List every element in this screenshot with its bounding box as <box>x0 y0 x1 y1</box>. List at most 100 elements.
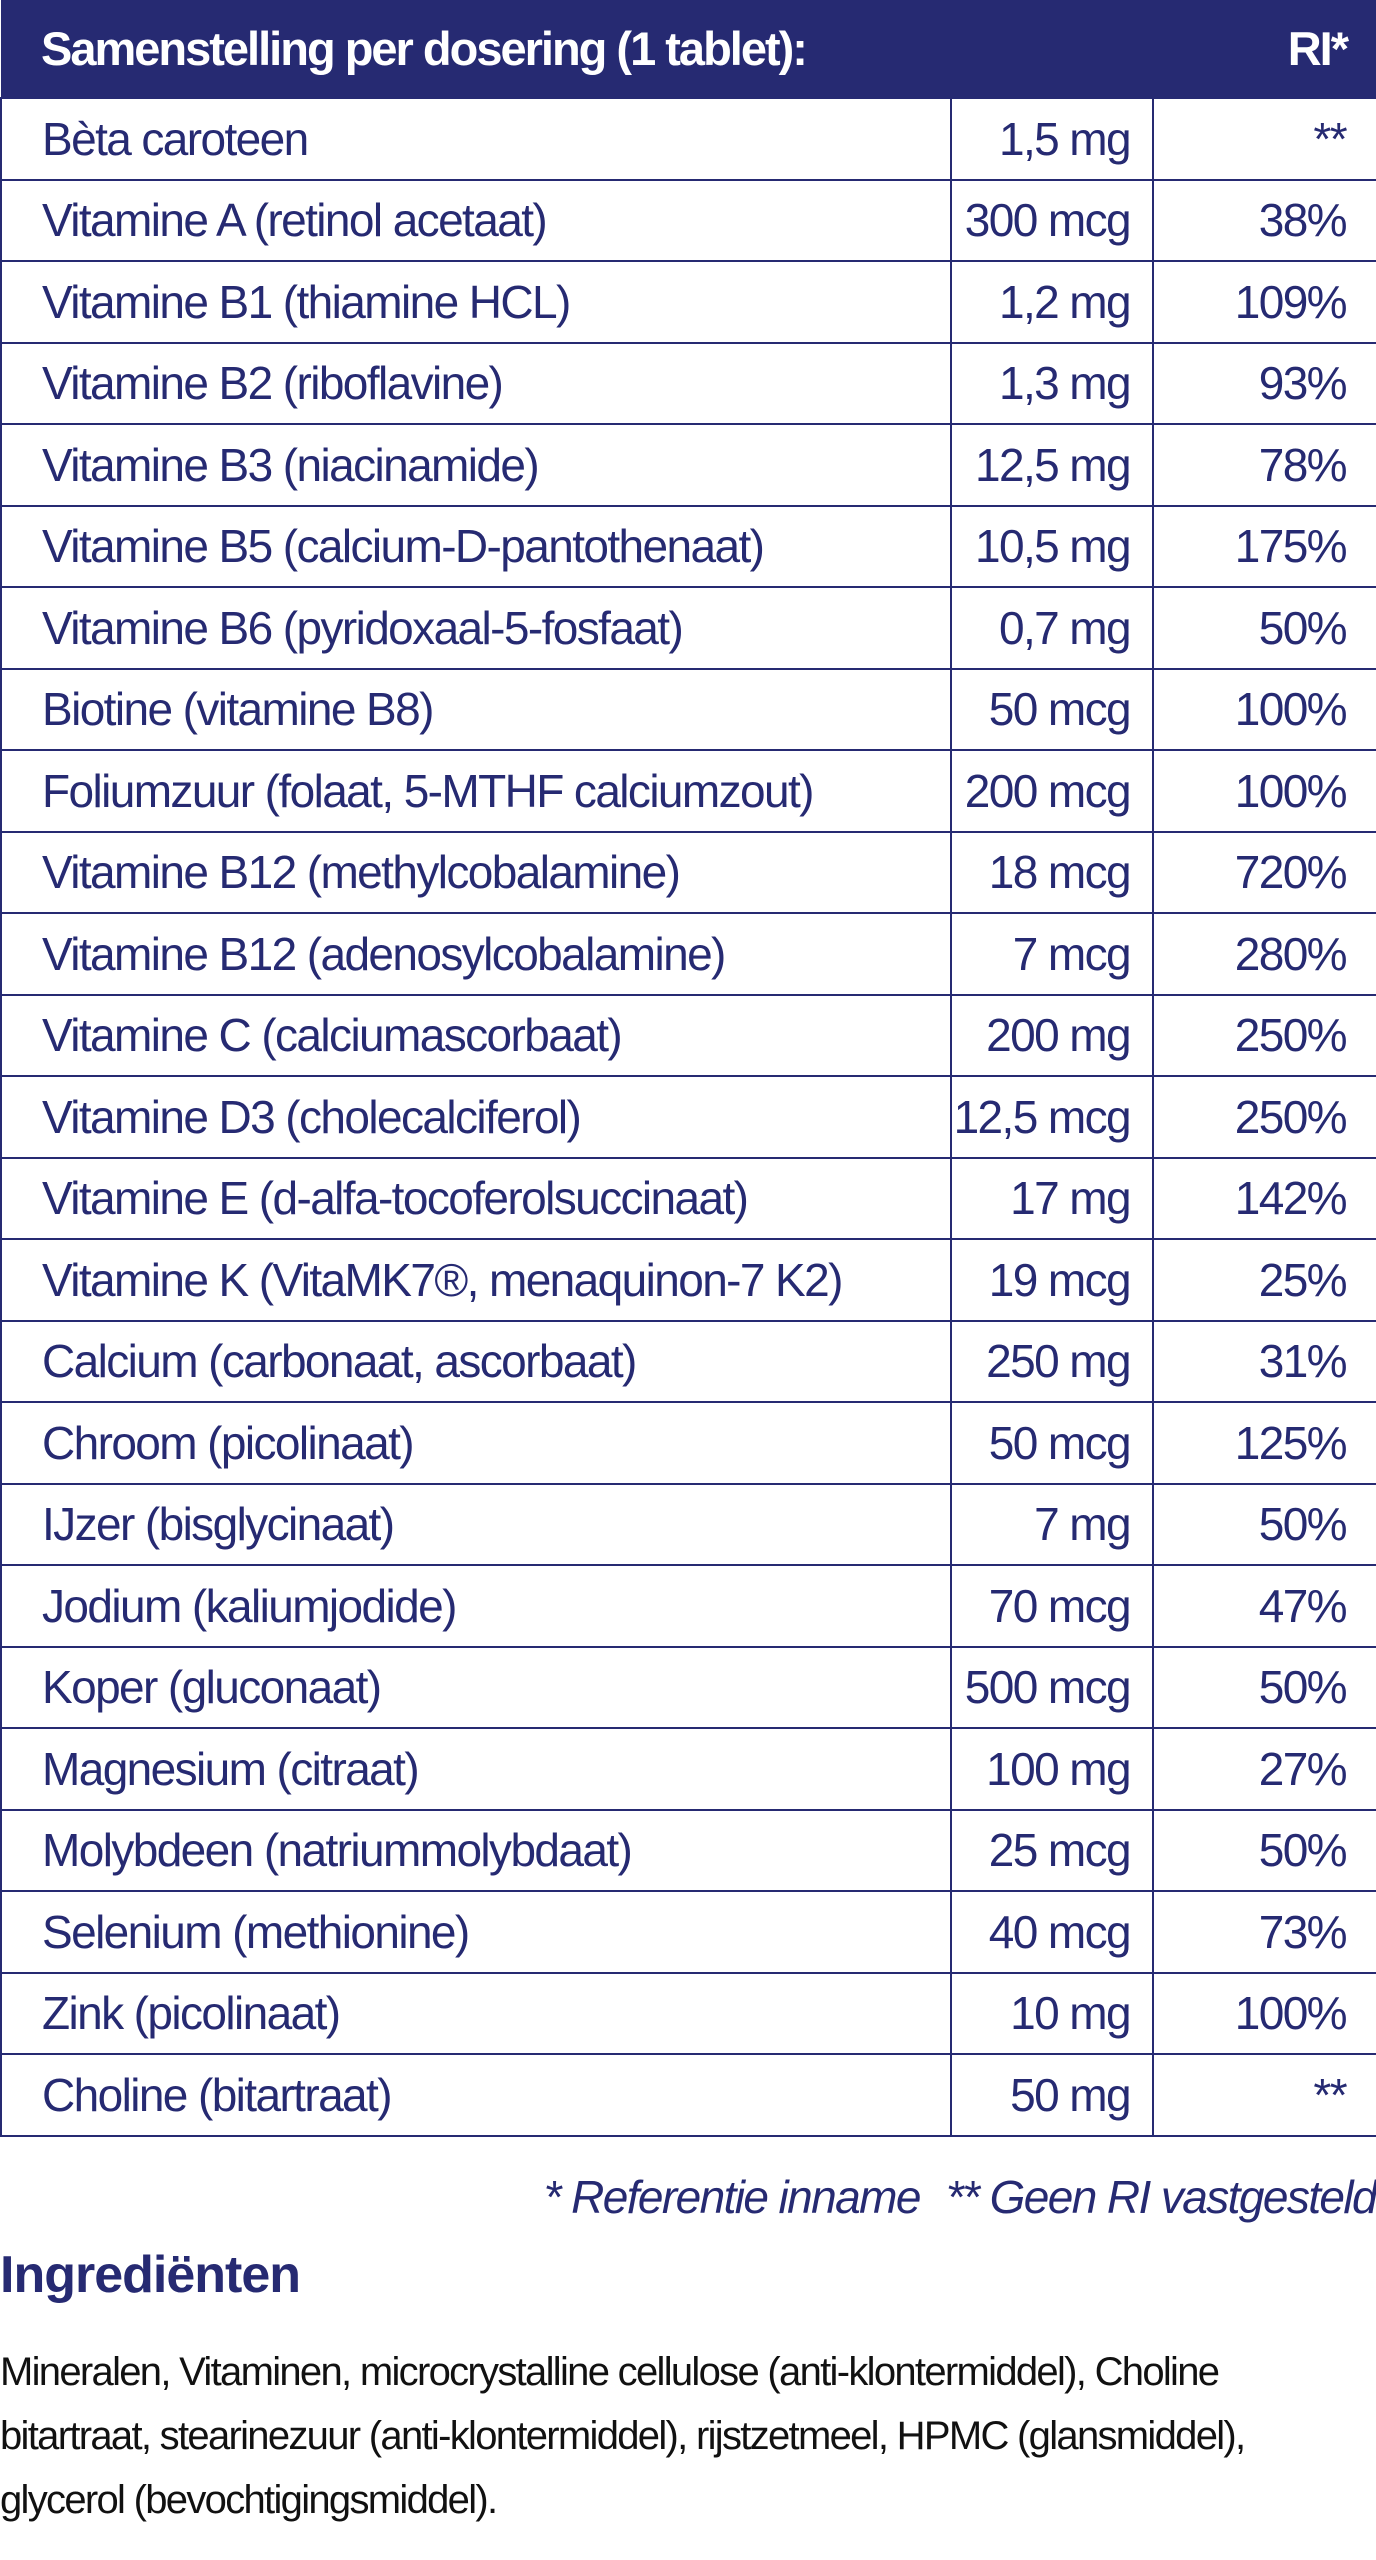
table-row: Vitamine B6 (pyridoxaal-5-fosfaat) 0,7 mg… <box>0 586 1376 670</box>
nutrient-ri: 100% <box>1152 1971 1376 2055</box>
table-row: Vitamine D3 (cholecalciferol) 12,5 mcg 250… <box>0 1075 1376 1159</box>
nutrient-amount: 50 mcg <box>950 1401 1154 1485</box>
nutrient-ri: 50% <box>1152 586 1376 670</box>
table-row: Molybdeen (natriummolybdaat) 25 mcg 50% <box>0 1808 1376 1892</box>
nutrient-amount: 300 mcg <box>950 178 1154 262</box>
nutrient-ri: 280% <box>1152 912 1376 996</box>
nutrient-ri: ** <box>1152 2053 1376 2137</box>
nutrient-name: Vitamine E (d-alfa-tocoferolsuccinaat) <box>0 1156 952 1240</box>
nutrient-name: Biotine (vitamine B8) <box>0 667 952 751</box>
nutrient-name: Bèta caroteen <box>0 97 952 181</box>
table-row: IJzer (bisglycinaat) 7 mg 50% <box>0 1482 1376 1566</box>
nutrient-amount: 50 mcg <box>950 667 1154 751</box>
table-row: Selenium (methionine) 40 mcg 73% <box>0 1890 1376 1974</box>
nutrient-ri: 50% <box>1152 1808 1376 1892</box>
nutrient-ri: 109% <box>1152 260 1376 344</box>
nutrient-amount: 100 mg <box>950 1727 1154 1811</box>
nutrient-ri: 25% <box>1152 1238 1376 1322</box>
ingredients-text: Mineralen, Vitaminen, microcrystalline c… <box>0 2350 1246 2522</box>
table-row: Vitamine K (VitaMK7®, menaquinon-7 K2) 19… <box>0 1238 1376 1322</box>
nutrient-amount: 40 mcg <box>950 1890 1154 1974</box>
nutrient-ri: 100% <box>1152 667 1376 751</box>
nutrient-amount: 12,5 mg <box>950 423 1154 507</box>
table-row: Biotine (vitamine B8) 50 mcg 100% <box>0 667 1376 751</box>
table-row: Jodium (kaliumjodide) 70 mcg 47% <box>0 1564 1376 1648</box>
table-row: Calcium (carbonaat, ascorbaat) 250 mg 31% <box>0 1319 1376 1403</box>
nutrient-amount: 1,3 mg <box>950 341 1154 425</box>
nutrient-amount: 0,7 mg <box>950 586 1154 670</box>
nutrient-ri: ** <box>1152 97 1376 181</box>
table-row: Bèta caroteen 1,5 mg ** <box>0 97 1376 181</box>
table-row: Foliumzuur (folaat, 5-MTHF calciumzout) 2… <box>0 749 1376 833</box>
table-row: Vitamine A (retinol acetaat) 300 mcg 38% <box>0 178 1376 262</box>
nutrient-ri: 38% <box>1152 178 1376 262</box>
footnote-ri: * Referentie inname <box>543 2171 922 2223</box>
nutrient-amount: 7 mg <box>950 1482 1154 1566</box>
table-row: Vitamine B1 (thiamine HCL) 1,2 mg 109% <box>0 260 1376 344</box>
nutrient-amount: 250 mg <box>950 1319 1154 1403</box>
nutrient-amount: 1,5 mg <box>950 97 1154 181</box>
nutrient-name: Vitamine B12 (methylcobalamine) <box>0 830 952 914</box>
nutrient-name: Vitamine B6 (pyridoxaal-5-fosfaat) <box>0 586 952 670</box>
table-row: Chroom (picolinaat) 50 mcg 125% <box>0 1401 1376 1485</box>
nutrient-name: Calcium (carbonaat, ascorbaat) <box>0 1319 952 1403</box>
nutrient-amount: 18 mcg <box>950 830 1154 914</box>
nutrient-amount: 70 mcg <box>950 1564 1154 1648</box>
nutrient-name: Chroom (picolinaat) <box>0 1401 952 1485</box>
nutrient-ri: 73% <box>1152 1890 1376 1974</box>
nutrient-name: Foliumzuur (folaat, 5-MTHF calciumzout) <box>0 749 952 833</box>
nutrient-amount: 500 mcg <box>950 1645 1154 1729</box>
table-row: Vitamine E (d-alfa-tocoferolsuccinaat) 17… <box>0 1156 1376 1240</box>
nutrient-ri: 175% <box>1152 504 1376 588</box>
nutrient-amount: 10 mg <box>950 1971 1154 2055</box>
nutrient-amount: 1,2 mg <box>950 260 1154 344</box>
table-row: Vitamine B5 (calcium-D-pantothenaat) 10,5… <box>0 504 1376 588</box>
table-row: Choline (bitartraat) 50 mg ** <box>0 2053 1376 2137</box>
nutrient-ri: 720% <box>1152 830 1376 914</box>
nutrient-amount: 12,5 mcg <box>950 1075 1154 1159</box>
composition-table: Samenstelling per dosering (1 tablet): R… <box>0 0 1376 2137</box>
table-row: Vitamine B2 (riboflavine) 1,3 mg 93% <box>0 341 1376 425</box>
nutrient-amount: 19 mcg <box>950 1238 1154 1322</box>
nutrient-ri: 47% <box>1152 1564 1376 1648</box>
table-header: Samenstelling per dosering (1 tablet): R… <box>1 0 1376 98</box>
nutrient-ri: 27% <box>1152 1727 1376 1811</box>
nutrient-amount: 17 mg <box>950 1156 1154 1240</box>
table-row: Vitamine B3 (niacinamide) 12,5 mg 78% <box>0 423 1376 507</box>
nutrient-name: Molybdeen (natriummolybdaat) <box>0 1808 952 1892</box>
header-ri: RI* <box>1287 22 1349 75</box>
nutrient-name: Vitamine B2 (riboflavine) <box>0 341 952 425</box>
nutrient-ri: 250% <box>1152 993 1376 1077</box>
nutrient-name: Vitamine D3 (cholecalciferol) <box>0 1075 952 1159</box>
nutrient-name: Vitamine A (retinol acetaat) <box>0 178 952 262</box>
nutrient-amount: 25 mcg <box>950 1808 1154 1892</box>
nutrient-name: Vitamine B12 (adenosylcobalamine) <box>0 912 952 996</box>
nutrient-name: Vitamine C (calciumascorbaat) <box>0 993 952 1077</box>
nutrient-ri: 50% <box>1152 1482 1376 1566</box>
nutrient-ri: 125% <box>1152 1401 1376 1485</box>
nutrient-amount: 10,5 mg <box>950 504 1154 588</box>
table-row: Magnesium (citraat) 100 mg 27% <box>0 1727 1376 1811</box>
nutrient-name: Jodium (kaliumjodide) <box>0 1564 952 1648</box>
nutrient-ri: 50% <box>1152 1645 1376 1729</box>
nutrient-amount: 200 mg <box>950 993 1154 1077</box>
nutrient-name: Zink (picolinaat) <box>0 1971 952 2055</box>
nutrient-amount: 7 mcg <box>950 912 1154 996</box>
nutrient-amount: 50 mg <box>950 2053 1154 2137</box>
nutrient-name: Vitamine B5 (calcium-D-pantothenaat) <box>0 504 952 588</box>
table-row: Koper (gluconaat) 500 mcg 50% <box>0 1645 1376 1729</box>
nutrient-ri: 31% <box>1152 1319 1376 1403</box>
table-row: Vitamine B12 (methylcobalamine) 18 mcg 720… <box>0 830 1376 914</box>
nutrient-name: Magnesium (citraat) <box>0 1727 952 1811</box>
footnotes: * Referentie inname ** Geen RI vastgestel… <box>518 2170 1376 2224</box>
nutrient-amount: 200 mcg <box>950 749 1154 833</box>
nutrient-name: Koper (gluconaat) <box>0 1645 952 1729</box>
table-row: Zink (picolinaat) 10 mg 100% <box>0 1971 1376 2055</box>
nutrient-ri: 250% <box>1152 1075 1376 1159</box>
nutrient-name: Choline (bitartraat) <box>0 2053 952 2137</box>
table-row: Vitamine B12 (adenosylcobalamine) 7 mcg 28… <box>0 912 1376 996</box>
table-row: Vitamine C (calciumascorbaat) 200 mg 250% <box>0 993 1376 1077</box>
nutrient-ri: 78% <box>1152 423 1376 507</box>
nutrient-ri: 100% <box>1152 749 1376 833</box>
ingredients-heading: Ingrediënten <box>0 2246 301 2304</box>
